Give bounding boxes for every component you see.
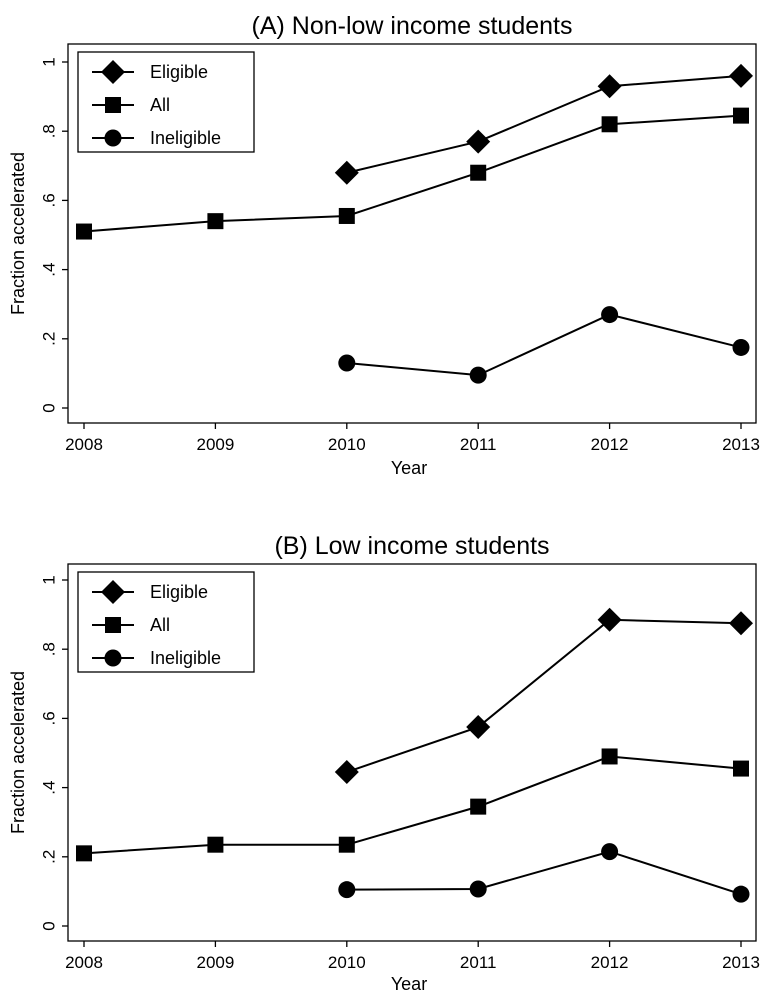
- data-point-square: [338, 207, 355, 224]
- x-tick-label: 2010: [328, 435, 366, 454]
- series-line: [346, 313, 742, 377]
- y-tick-label: 1: [40, 575, 59, 584]
- y-axis-label: Fraction accelerated: [8, 152, 28, 315]
- data-point-diamond: [334, 160, 359, 185]
- series-line: [346, 618, 742, 773]
- x-tick-label: 2012: [591, 953, 629, 972]
- legend-item: Ineligible: [92, 128, 221, 148]
- data-point-diamond: [334, 760, 359, 785]
- y-tick-label: .4: [40, 781, 59, 795]
- legend-label: All: [150, 615, 170, 635]
- x-axis-label: Year: [391, 458, 427, 478]
- legend-label: Ineligible: [150, 128, 221, 148]
- panel-b-chart: (B) Low income students 0 .2 .4 .6 .8 1 2008 200…: [8, 532, 760, 994]
- data-point-diamond: [466, 715, 491, 740]
- data-point-circle: [732, 885, 750, 903]
- plot-frame: [67, 43, 757, 424]
- data-point-square: [733, 760, 749, 777]
- y-tick-label: .6: [40, 193, 59, 207]
- series-all: [76, 107, 749, 240]
- series-ineligible: [338, 306, 750, 384]
- data-point-square: [601, 116, 618, 133]
- series-eligible: [334, 63, 753, 185]
- y-axis-label: Fraction accelerated: [8, 671, 28, 834]
- panel-a-chart: (A) Non-low income students 0 .2 .4 .6 .8 1 200…: [8, 12, 760, 478]
- x-tick-label: 2011: [460, 953, 497, 972]
- y-tick-label: .2: [40, 850, 59, 864]
- x-tick-label: 2009: [196, 435, 234, 454]
- series-eligible: [334, 607, 753, 785]
- y-tick-label: 0: [40, 921, 59, 930]
- legend-label: Eligible: [150, 62, 208, 82]
- legend-diamond-icon: [101, 580, 125, 604]
- data-point-diamond: [597, 74, 622, 99]
- data-point-circle: [469, 880, 487, 898]
- plot-frame: [67, 563, 757, 942]
- x-tick-label: 2012: [591, 435, 629, 454]
- series-all: [76, 748, 749, 862]
- series-line: [346, 74, 742, 174]
- data-point-square: [338, 836, 355, 853]
- data-point-circle: [601, 843, 619, 861]
- legend-item: Eligible: [92, 60, 208, 84]
- data-point-diamond: [729, 63, 753, 88]
- x-axis-label: Year: [391, 974, 427, 994]
- data-point-diamond: [729, 611, 753, 636]
- series-line: [83, 114, 742, 233]
- y-tick-label: .8: [40, 124, 59, 138]
- x-tick-label: 2010: [328, 953, 366, 972]
- chart-title: (B) Low income students: [274, 532, 549, 560]
- legend-item: All: [92, 615, 170, 635]
- data-point-square: [207, 213, 224, 230]
- legend-label: Ineligible: [150, 648, 221, 668]
- legend-circle-icon: [104, 129, 122, 147]
- data-point-square: [76, 223, 92, 240]
- data-point-circle: [601, 306, 619, 324]
- legend-item: All: [92, 95, 170, 115]
- data-point-square: [207, 836, 224, 853]
- series-ineligible: [338, 843, 750, 903]
- legend-label: All: [150, 95, 170, 115]
- x-tick-label: 2013: [722, 953, 760, 972]
- y-tick-label: .2: [40, 332, 59, 346]
- data-point-circle: [338, 354, 356, 372]
- legend-item: Ineligible: [92, 648, 221, 668]
- legend: Eligible All Ineligible: [77, 571, 255, 673]
- chart-title: (A) Non-low income students: [252, 12, 573, 40]
- x-tick-label: 2008: [65, 953, 103, 972]
- y-tick-label: 0: [40, 403, 59, 412]
- data-point-circle: [469, 366, 487, 384]
- data-point-square: [76, 845, 92, 862]
- legend-item: Eligible: [92, 580, 208, 604]
- data-point-diamond: [466, 129, 491, 154]
- y-tick-label: .4: [40, 263, 59, 277]
- y-tick-label: .6: [40, 711, 59, 725]
- x-tick-label: 2009: [196, 953, 234, 972]
- x-tick-label: 2008: [65, 435, 103, 454]
- legend: Eligible All Ineligible: [77, 51, 255, 153]
- legend-label: Eligible: [150, 582, 208, 602]
- series-line: [83, 755, 742, 855]
- data-point-square: [601, 748, 618, 765]
- x-tick-label: 2011: [460, 435, 497, 454]
- data-point-circle: [732, 338, 750, 356]
- legend-diamond-icon: [101, 60, 125, 84]
- series-line: [346, 850, 742, 896]
- data-point-square: [470, 164, 487, 181]
- data-point-circle: [338, 881, 356, 899]
- y-tick-label: .8: [40, 642, 59, 656]
- legend-square-icon: [105, 617, 121, 633]
- data-point-square: [733, 107, 749, 124]
- y-tick-label: 1: [40, 57, 59, 66]
- x-tick-label: 2013: [722, 435, 760, 454]
- data-point-diamond: [597, 607, 622, 632]
- data-point-square: [470, 798, 487, 815]
- legend-square-icon: [105, 97, 121, 113]
- legend-circle-icon: [104, 649, 122, 667]
